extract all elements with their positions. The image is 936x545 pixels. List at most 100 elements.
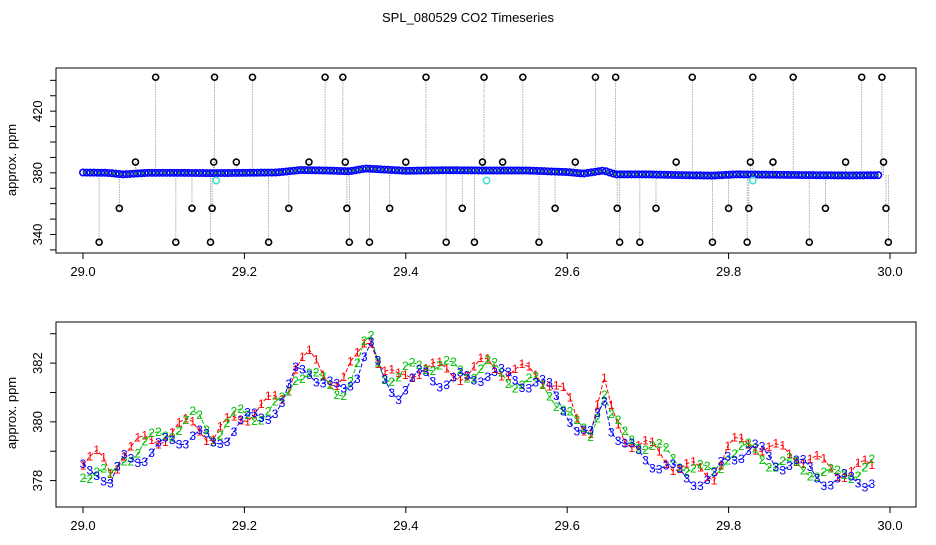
series-marker-2: 2 bbox=[580, 421, 587, 435]
baseline-inner-point bbox=[134, 172, 137, 176]
series-marker-1: 1 bbox=[670, 464, 677, 478]
series-marker-1: 1 bbox=[868, 458, 875, 472]
series-marker-1: 1 bbox=[217, 419, 224, 433]
spike-point bbox=[95, 238, 103, 247]
baseline-inner-point bbox=[700, 174, 704, 177]
series-marker-2: 2 bbox=[196, 408, 203, 422]
baseline-point bbox=[391, 166, 400, 175]
series-marker-2: 2 bbox=[464, 372, 471, 386]
series-marker-2: 2 bbox=[224, 416, 231, 430]
top-x-axis: 29.0 29.2 29.4 29.6 29.8 30.0 bbox=[70, 253, 903, 279]
baseline-inner-point bbox=[424, 169, 428, 172]
baseline-inner-point bbox=[809, 173, 813, 177]
spike-point bbox=[535, 238, 543, 247]
series-marker-1: 1 bbox=[450, 370, 457, 384]
bottom-x-tick-label: 29.6 bbox=[555, 518, 580, 533]
baseline-inner-point bbox=[301, 168, 304, 172]
baseline-inner-point bbox=[504, 169, 508, 172]
baseline-point bbox=[86, 168, 95, 177]
series-marker-2: 2 bbox=[786, 451, 793, 465]
series-marker-1: 1 bbox=[471, 360, 478, 374]
top-y-tick-label: 380 bbox=[30, 162, 45, 184]
series-marker-1: 1 bbox=[745, 437, 752, 451]
series-marker-3: 3 bbox=[244, 406, 251, 420]
bottom-y-tick-label: 378 bbox=[30, 470, 45, 492]
series-marker-3: 3 bbox=[409, 371, 416, 385]
baseline-point bbox=[856, 171, 865, 180]
series-marker-1: 1 bbox=[862, 453, 869, 467]
baseline-point bbox=[100, 168, 109, 177]
series-marker-3: 3 bbox=[375, 354, 382, 368]
series-marker-1: 1 bbox=[820, 451, 827, 465]
series-line-1 bbox=[82, 342, 873, 482]
series-marker-1: 1 bbox=[114, 463, 121, 477]
series-marker-2: 2 bbox=[237, 402, 244, 416]
spike-point bbox=[821, 204, 830, 213]
baseline-inner-point bbox=[141, 171, 145, 175]
series-marker-1: 1 bbox=[258, 397, 265, 411]
baseline-inner-point bbox=[279, 170, 283, 174]
spike-point bbox=[769, 158, 777, 166]
baseline-point bbox=[776, 170, 785, 179]
series-marker-2: 2 bbox=[745, 436, 752, 450]
baseline-inner-point bbox=[787, 173, 791, 177]
series-marker-3: 3 bbox=[512, 374, 519, 388]
baseline-inner-point bbox=[453, 168, 457, 172]
series-marker-2: 2 bbox=[210, 435, 217, 449]
series-marker-2: 2 bbox=[834, 463, 841, 477]
series-marker-1: 1 bbox=[189, 415, 196, 429]
spike-point bbox=[458, 204, 467, 213]
series-marker-1: 1 bbox=[574, 411, 581, 425]
spike-point bbox=[210, 73, 219, 82]
baseline-point bbox=[696, 171, 705, 180]
baseline-inner-point bbox=[627, 172, 631, 176]
baseline-point bbox=[347, 166, 356, 175]
series-marker-2: 2 bbox=[100, 462, 107, 476]
series-marker-2: 2 bbox=[731, 447, 738, 461]
spike-point bbox=[208, 204, 216, 213]
bottom-y-tick-label: 380 bbox=[30, 411, 45, 433]
baseline-inner-point bbox=[678, 173, 682, 177]
series-marker-2: 2 bbox=[244, 408, 251, 422]
series-marker-3: 3 bbox=[176, 438, 183, 452]
series-marker-2: 2 bbox=[663, 440, 670, 454]
baseline-point bbox=[870, 171, 879, 180]
series-marker-3: 3 bbox=[135, 456, 142, 470]
bottom-x-axis: 29.0 29.2 29.4 29.6 29.8 30.0 bbox=[70, 507, 903, 533]
series-marker-1: 1 bbox=[306, 343, 313, 357]
series-marker-2: 2 bbox=[635, 442, 642, 456]
baseline-inner-point bbox=[221, 171, 225, 175]
series-marker-2: 2 bbox=[766, 461, 773, 475]
baseline-inner-point bbox=[272, 171, 275, 174]
series-marker-2: 2 bbox=[697, 457, 704, 471]
series-marker-2: 2 bbox=[814, 470, 821, 484]
baseline-point bbox=[311, 166, 320, 175]
baseline-inner-point bbox=[613, 172, 617, 176]
baseline-point bbox=[768, 170, 777, 179]
baseline-point bbox=[405, 166, 414, 175]
series-marker-1: 1 bbox=[827, 462, 834, 476]
series-marker-2: 2 bbox=[292, 374, 299, 388]
series-marker-1: 1 bbox=[457, 374, 464, 388]
baseline-point bbox=[572, 168, 581, 177]
baseline-inner-point bbox=[177, 171, 181, 175]
series-marker-3: 3 bbox=[203, 427, 210, 441]
series-marker-1: 1 bbox=[80, 458, 87, 472]
series-marker-1: 1 bbox=[478, 351, 485, 365]
baseline-inner-point bbox=[569, 171, 573, 174]
baseline-point bbox=[137, 169, 146, 178]
baseline-inner-point bbox=[606, 170, 609, 174]
series-marker-2: 2 bbox=[711, 465, 718, 479]
baseline-inner-point bbox=[184, 171, 188, 175]
baseline-point bbox=[761, 170, 770, 179]
series-marker-2: 2 bbox=[375, 356, 382, 370]
baseline-inner-point bbox=[264, 171, 268, 175]
series-marker-3: 3 bbox=[162, 431, 169, 445]
baseline-point bbox=[224, 168, 233, 177]
series-marker-3: 3 bbox=[416, 362, 423, 376]
series-marker-2: 2 bbox=[670, 451, 677, 465]
baseline-point bbox=[507, 166, 516, 175]
baseline-inner-point bbox=[257, 171, 261, 175]
series-marker-2: 2 bbox=[409, 356, 416, 370]
series-marker-1: 1 bbox=[491, 362, 498, 376]
